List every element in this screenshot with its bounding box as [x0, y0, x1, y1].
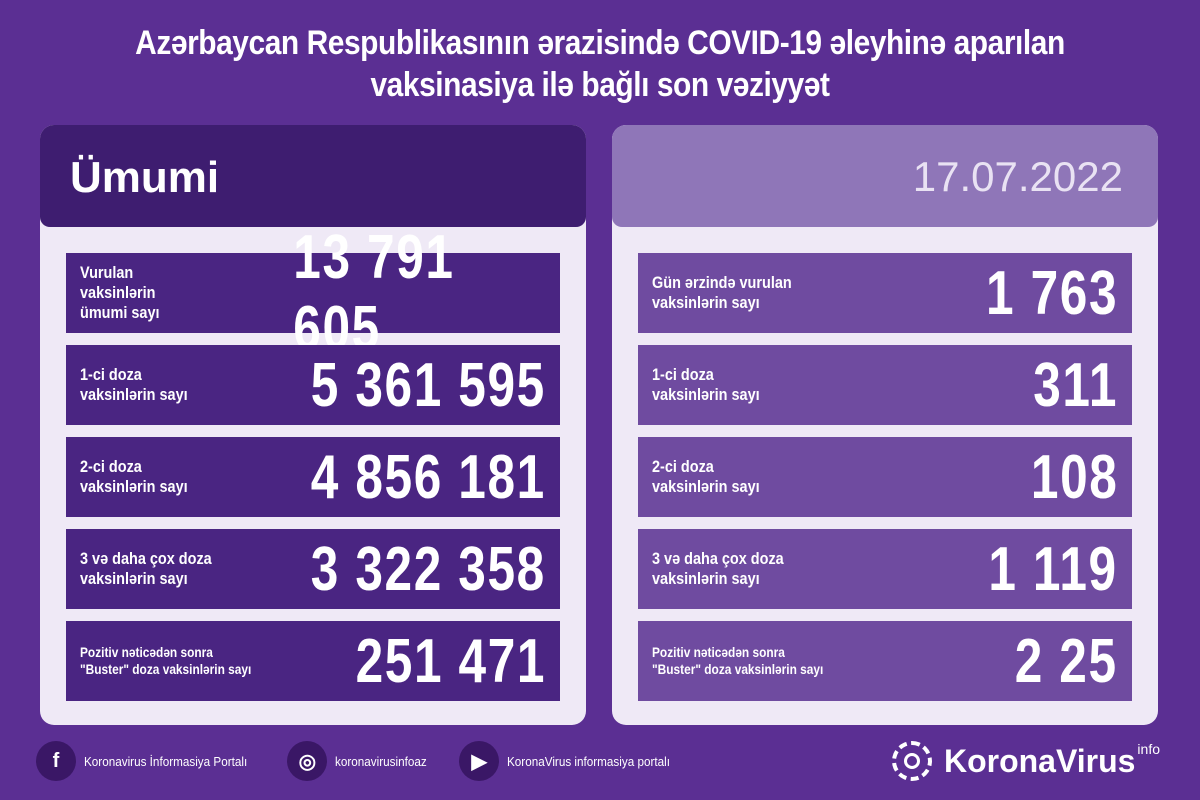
instagram-icon: ◎ [287, 741, 328, 781]
stat-row: Pozitiv nəticədən sonra "Buster" doza va… [66, 621, 560, 701]
total-header: Ümumi [40, 125, 586, 227]
facebook-link[interactable]: f Koronavirus İnformasiya Portalı [36, 741, 265, 781]
stat-value: 3 322 358 [310, 534, 546, 604]
stat-row: 2-ci doza vaksinlərin sayı 108 [638, 437, 1132, 517]
stat-label: Vurulan vaksinlərin ümumi sayı [80, 263, 160, 322]
youtube-link[interactable]: ▶ KoronaVirus informasiya portalı [459, 741, 688, 781]
virus-icon [891, 741, 932, 781]
total-header-label: Ümumi [70, 153, 220, 202]
stat-row: 3 və daha çox doza vaksinlərin sayı 3 322… [66, 529, 560, 609]
total-panel: Ümumi Vurulan vaksinlərin ümumi sayı 13 7… [40, 125, 586, 725]
stat-value: 2 25 [1015, 626, 1118, 696]
date-label: 17.07.2022 [912, 153, 1123, 200]
stat-value: 4 856 181 [310, 442, 546, 512]
youtube-label: KoronaVirus informasiya portalı [507, 753, 671, 769]
daily-panel: 17.07.2022 Gün ərzində vurulan vaksinlər… [612, 125, 1158, 725]
stat-label: 3 və daha çox doza vaksinlərin sayı [652, 549, 784, 588]
page-title: Azərbaycan Respublikasının ərazisində CO… [72, 22, 1128, 106]
facebook-icon: f [36, 741, 76, 781]
stat-label: Gün ərzində vurulan vaksinlərin sayı [652, 273, 792, 312]
stat-label: 2-ci doza vaksinlərin sayı [80, 457, 188, 496]
stat-label: 1-ci doza vaksinlərin sayı [652, 365, 760, 404]
stat-value: 13 791 605 [292, 223, 455, 363]
stat-row: Vurulan vaksinlərin ümumi sayı 13 791 605 [66, 223, 560, 363]
stat-value: 251 471 [355, 626, 546, 696]
instagram-link[interactable]: ◎ koronavirusinfoaz [287, 741, 437, 781]
instagram-label: koronavirusinfoaz [335, 753, 428, 769]
stat-row: 3 və daha çox doza vaksinlərin sayı 1 119 [638, 529, 1132, 609]
stat-row: 2-ci doza vaksinlərin sayı 4 856 181 [66, 437, 560, 517]
logo-sup: info [1137, 741, 1160, 757]
stat-row: Pozitiv nəticədən sonra "Buster" doza va… [638, 621, 1132, 701]
date-header: 17.07.2022 [612, 125, 1158, 227]
stat-row: Gün ərzində vurulan vaksinlərin sayı 1 76… [638, 253, 1132, 333]
title-line-2: vaksinasiya ilə bağlı son vəziyyət [370, 66, 830, 104]
stat-row: 1-ci doza vaksinlərin sayı 5 361 595 [66, 345, 560, 425]
logo-text: KoronaVirus [943, 742, 1136, 779]
stat-value: 311 [1033, 350, 1118, 420]
stat-value: 1 119 [988, 534, 1118, 604]
youtube-icon: ▶ [459, 741, 500, 781]
title-line-1: Azərbaycan Respublikasının ərazisində CO… [135, 24, 1065, 62]
stat-value: 1 763 [985, 258, 1118, 328]
stat-label: 3 və daha çox doza vaksinlərin sayı [80, 549, 212, 588]
stat-value: 108 [1030, 442, 1118, 512]
facebook-label: Koronavirus İnformasiya Portalı [84, 753, 248, 769]
stat-label: 2-ci doza vaksinlərin sayı [652, 457, 760, 496]
footer: f Koronavirus İnformasiya Portalı ◎ korona… [36, 738, 1160, 784]
koronavirus-logo: KoronaVirus info [891, 741, 1160, 781]
stat-row: 1-ci doza vaksinlərin sayı 311 [638, 345, 1132, 425]
stat-label: 1-ci doza vaksinlərin sayı [80, 365, 188, 404]
stat-label: Pozitiv nəticədən sonra "Buster" doza va… [652, 644, 824, 677]
stat-value: 5 361 595 [310, 350, 546, 420]
stat-label: Pozitiv nəticədən sonra "Buster" doza va… [80, 644, 252, 677]
